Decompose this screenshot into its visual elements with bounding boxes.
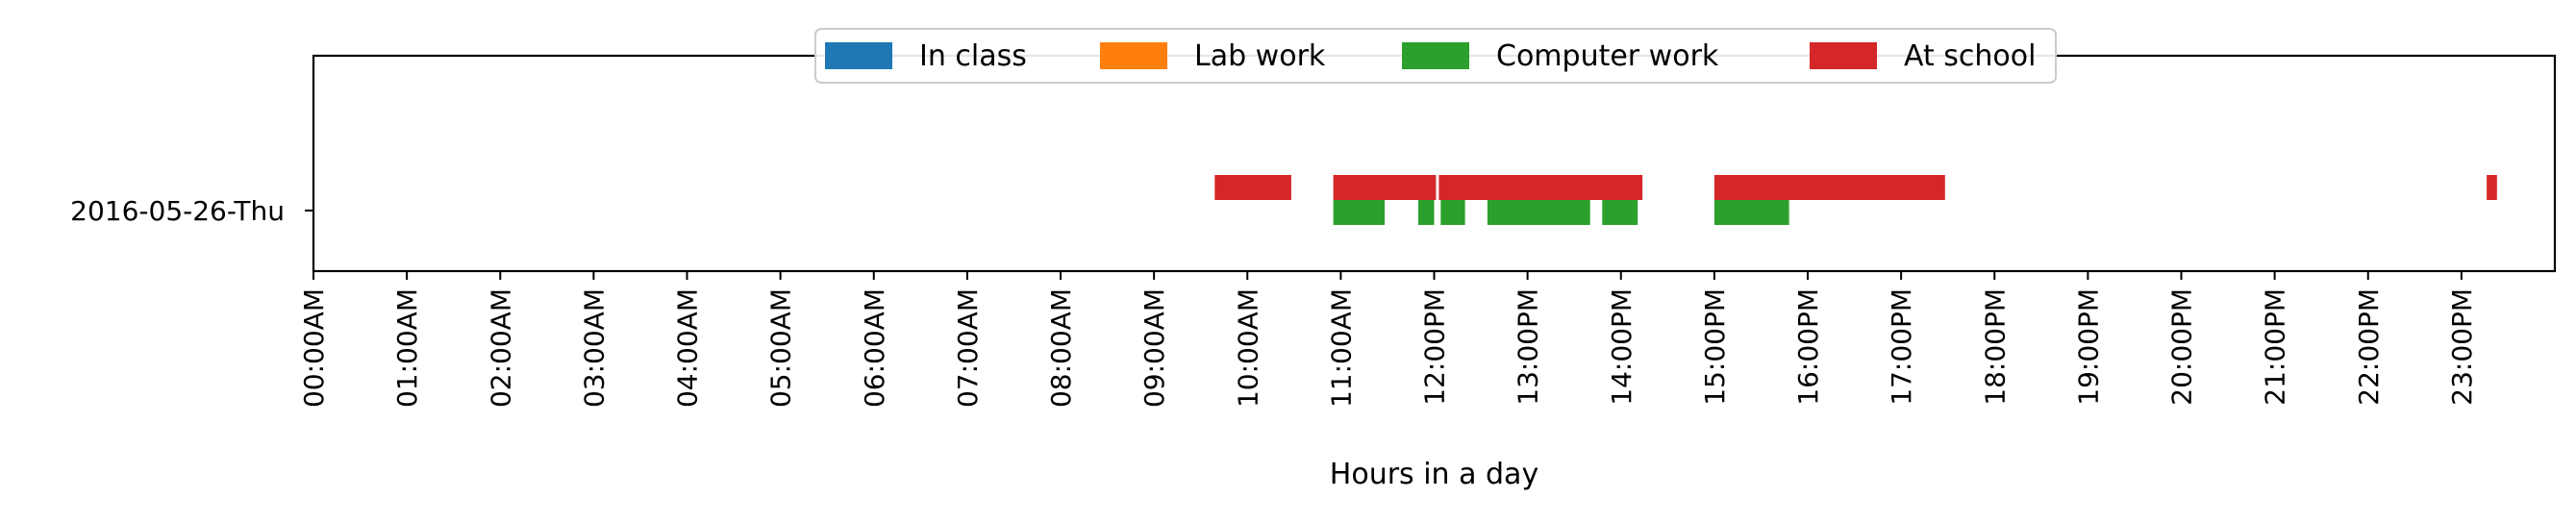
- legend-label-in-class: In class: [919, 39, 1027, 73]
- x-tick-label: 20:00PM: [2166, 288, 2198, 406]
- legend-swatch-in-class: [825, 42, 892, 69]
- bar-computer-work: [1333, 200, 1385, 225]
- bar-at-school: [1713, 175, 1945, 200]
- legend-label-lab-work: Lab work: [1194, 39, 1326, 73]
- legend-swatch-lab-work: [1100, 42, 1167, 69]
- x-tick-label: 15:00PM: [1699, 288, 1731, 406]
- x-tick-label: 19:00PM: [2072, 288, 2104, 406]
- x-tick-label: 13:00PM: [1513, 288, 1544, 406]
- x-tick-label: 17:00PM: [1886, 288, 1917, 406]
- x-tick-label: 07:00AM: [952, 288, 984, 408]
- bar-at-school: [1438, 175, 1643, 200]
- x-tick-label: 09:00AM: [1138, 288, 1170, 408]
- bar-at-school: [2487, 175, 2497, 200]
- x-tick-label: 16:00PM: [1792, 288, 1824, 406]
- legend-swatch-at-school: [1810, 42, 1877, 69]
- x-tick-label: 12:00PM: [1419, 288, 1451, 406]
- x-tick-label: 00:00AM: [298, 288, 330, 408]
- bar-computer-work: [1440, 200, 1465, 225]
- x-tick-label: 10:00AM: [1232, 288, 1263, 408]
- bar-at-school: [1214, 175, 1291, 200]
- x-tick-label: 02:00AM: [485, 288, 516, 408]
- x-axis-label: Hours in a day: [1330, 458, 1538, 491]
- x-tick-label: 08:00AM: [1045, 288, 1077, 408]
- bar-computer-work: [1602, 200, 1638, 225]
- legend-label-at-school: At school: [1904, 39, 2036, 73]
- y-tick-label: 2016-05-26-Thu: [70, 195, 285, 227]
- x-tick-label: 23:00PM: [2446, 288, 2478, 406]
- legend-label-computer-work: Computer work: [1496, 39, 1719, 73]
- x-tick-label: 18:00PM: [1979, 288, 2011, 406]
- x-tick-label: 11:00AM: [1325, 288, 1357, 408]
- x-tick-label: 22:00PM: [2353, 288, 2385, 406]
- x-tick-label: 04:00AM: [672, 288, 704, 408]
- x-tick-label: 01:00AM: [391, 288, 423, 408]
- x-tick-label: 06:00AM: [859, 288, 890, 408]
- bar-computer-work: [1713, 200, 1789, 225]
- x-tick-label: 05:00AM: [765, 288, 797, 408]
- x-tick-label: 21:00PM: [2260, 288, 2291, 406]
- bar-computer-work: [1418, 200, 1435, 225]
- bar-at-school: [1333, 175, 1437, 200]
- plot-frame: [312, 54, 2557, 273]
- bar-computer-work: [1487, 200, 1590, 225]
- x-tick-label: 14:00PM: [1606, 288, 1638, 406]
- x-tick-label: 03:00AM: [578, 288, 610, 408]
- legend-swatch-computer-work: [1402, 42, 1469, 69]
